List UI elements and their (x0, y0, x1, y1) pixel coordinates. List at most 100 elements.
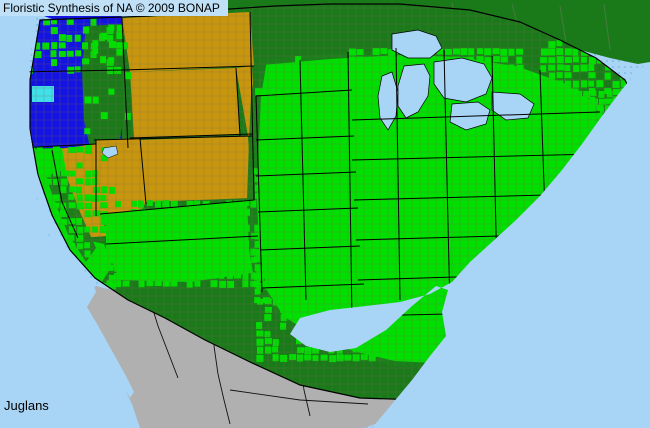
county-cell (550, 138, 557, 146)
county-cell (162, 241, 170, 248)
county-cell (138, 224, 145, 232)
county-cell (548, 48, 555, 56)
county-cell (116, 32, 124, 40)
county-cell (453, 169, 459, 175)
county-cell (360, 201, 368, 208)
county-cell (179, 217, 187, 224)
county-cell (100, 32, 108, 40)
county-cell (388, 64, 396, 71)
county-cell (510, 186, 518, 193)
county-cell (564, 72, 572, 79)
county-cell (100, 218, 108, 226)
county-cell (106, 264, 114, 271)
county-cell (146, 200, 153, 207)
county-cell (556, 40, 563, 47)
county-cell (108, 88, 115, 95)
county-cell (486, 98, 493, 105)
county-cell (478, 122, 485, 129)
county-cell (295, 56, 302, 62)
county-cell (295, 216, 303, 223)
county-cell (36, 146, 43, 154)
county-cell (122, 224, 130, 231)
county-cell (318, 248, 325, 256)
county-cell (353, 266, 361, 273)
county-cell (364, 72, 371, 80)
county-cell (444, 128, 452, 135)
county-cell (573, 65, 580, 73)
county-cell (294, 88, 302, 96)
county-cell (50, 27, 58, 35)
county-cell (396, 176, 404, 183)
county-cell (598, 90, 605, 98)
county-cell (401, 232, 409, 239)
county-cell (564, 48, 572, 56)
county-cell (154, 248, 162, 255)
county-cell (573, 120, 579, 128)
county-cell (186, 256, 194, 263)
county-cell (380, 192, 387, 199)
county-cell (492, 80, 500, 87)
county-cell (468, 152, 476, 159)
county-cell (122, 264, 130, 271)
county-cell (358, 184, 366, 192)
county-cell (350, 272, 357, 280)
county-cell (251, 256, 257, 263)
county-cell (452, 161, 459, 167)
county-cell (154, 280, 162, 286)
county-cell (572, 56, 579, 63)
county-cell (357, 88, 363, 96)
county-cell (372, 176, 380, 184)
county-cell (270, 240, 277, 248)
county-cell (264, 338, 272, 345)
county-cell (365, 64, 371, 72)
county-cell (218, 216, 225, 223)
county-cell (235, 248, 242, 256)
county-cell (372, 48, 380, 56)
county-cell (470, 138, 477, 145)
county-cell (52, 210, 59, 217)
county-cell (303, 176, 310, 184)
county-cell (470, 226, 478, 233)
county-cell (100, 211, 108, 219)
county-cell (513, 200, 520, 207)
great-salt-lake (101, 145, 119, 159)
county-cell (396, 137, 404, 144)
county-cell (350, 296, 357, 303)
county-cell (124, 113, 131, 120)
county-cell (280, 274, 287, 282)
county-cell (344, 298, 351, 306)
county-cell (428, 136, 436, 143)
county-cell (68, 218, 76, 225)
county-cell (318, 240, 325, 246)
county-cell (131, 200, 137, 207)
county-cell (358, 248, 365, 255)
county-cell (440, 232, 447, 240)
county-cell (256, 274, 264, 282)
county-cell (226, 208, 233, 216)
county-cell (444, 96, 451, 103)
county-cell (75, 50, 82, 57)
county-cell (588, 80, 595, 87)
county-cell (287, 240, 294, 247)
county-cell (42, 42, 50, 50)
county-cell (279, 289, 287, 296)
county-cell (84, 194, 92, 202)
county-cell (76, 162, 83, 169)
county-cell (556, 80, 564, 88)
county-cell (364, 185, 372, 192)
county-cell (500, 56, 508, 63)
county-cell (262, 240, 269, 247)
county-cell (478, 146, 485, 153)
county-cell (68, 202, 76, 209)
county-cell (319, 216, 326, 223)
county-cell (503, 138, 509, 145)
county-cell (356, 177, 363, 184)
county-cell (218, 264, 225, 271)
county-cell (527, 186, 535, 193)
county-cell (100, 195, 107, 201)
county-cell (580, 112, 587, 119)
county-cell (294, 200, 301, 208)
county-cell (76, 178, 84, 185)
county-cell (327, 225, 334, 232)
county-cell (356, 153, 363, 160)
